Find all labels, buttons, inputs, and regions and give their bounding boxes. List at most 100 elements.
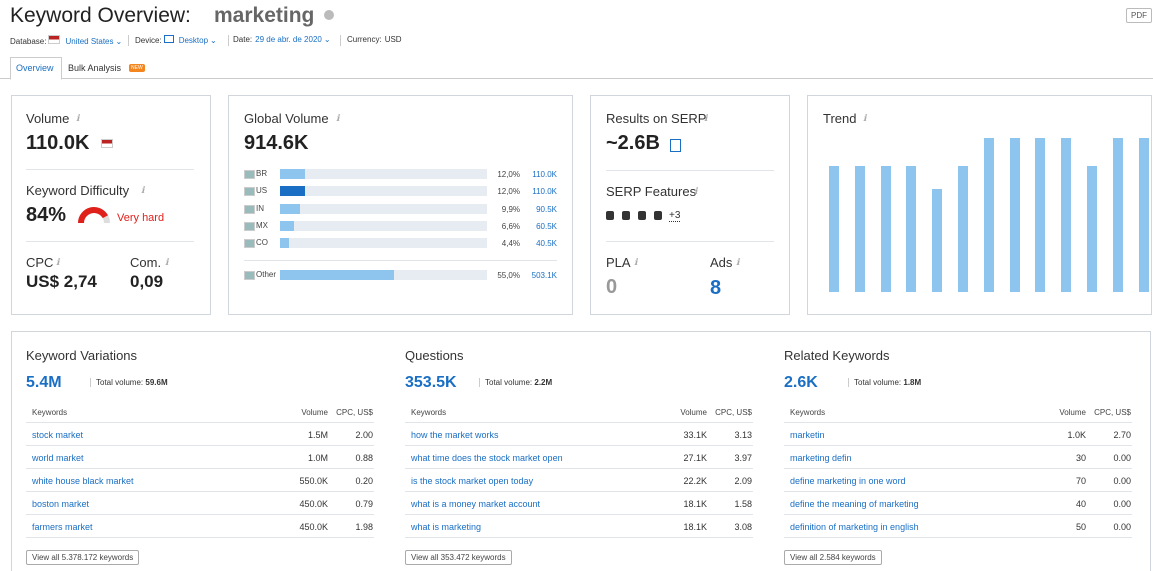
keyword-link[interactable]: what is marketing [411, 522, 482, 532]
keyword-link[interactable]: is the stock market open today [411, 476, 534, 486]
row-cpc: 3.97 [734, 453, 752, 463]
divider [128, 35, 129, 46]
info-icon: ℹ [704, 113, 708, 123]
difficulty-level: Very hard [117, 212, 165, 224]
keyword-link[interactable]: definition of marketing in english [790, 522, 919, 532]
col-head: Volume [1059, 408, 1086, 417]
row-volume: 22.2K [683, 476, 707, 486]
col-head: Keywords [411, 408, 447, 417]
bar-track [280, 169, 487, 179]
keyword-link[interactable]: white house black market [32, 476, 134, 486]
keyword-link[interactable]: what is a money market account [411, 499, 541, 509]
volume-label: Volume [26, 111, 70, 126]
info-icon: ℹ [736, 257, 740, 267]
keyword-link[interactable]: what time does the stock market open [411, 453, 563, 463]
keyword: marketing [214, 4, 315, 27]
col-head: CPC, US$ [715, 408, 752, 417]
features-more[interactable]: +3 [669, 210, 681, 222]
panel-count: 5.4M [26, 374, 62, 391]
flag [48, 35, 61, 44]
separator [26, 445, 374, 446]
keyword-link[interactable]: farmers market [32, 522, 93, 532]
separator [784, 514, 1132, 515]
separator [784, 537, 1132, 538]
filter[interactable]: Database: United States ⌄ [10, 35, 122, 46]
separator [26, 169, 194, 170]
trend-bar [1035, 138, 1046, 292]
share-label: 55,0% [497, 271, 520, 280]
col-head: Keywords [32, 408, 68, 417]
share-bar [280, 186, 305, 197]
share-label: 12,0% [497, 170, 520, 179]
country-code: IN [256, 203, 264, 213]
row-volume: 18.1K [683, 522, 707, 532]
total-volume: Total volume: 59.6M [90, 378, 168, 387]
flag [244, 170, 255, 179]
flag [244, 271, 255, 280]
com-value: 0,09 [130, 272, 164, 291]
filter[interactable]: Device: Desktop ⌄ [135, 35, 217, 45]
bar-track [280, 203, 487, 214]
trend-bar [1009, 138, 1020, 292]
tab-label[interactable]: Overview [16, 63, 54, 73]
total-label: Total volume: [485, 378, 533, 387]
keyword-link[interactable]: marketing defin [790, 453, 852, 463]
trend-bar [854, 165, 865, 292]
separator [26, 468, 374, 469]
trend-bar [983, 138, 994, 292]
country-volume: 40.5K [536, 239, 557, 249]
info-icon: ℹ [76, 113, 80, 123]
share-label: 9,9% [501, 204, 520, 214]
total-label: Total volume: [854, 378, 902, 387]
trend-bar [880, 165, 891, 292]
share-label: 6,6% [501, 221, 520, 231]
keyword-link[interactable]: stock market [32, 430, 84, 440]
feature-icon [606, 211, 614, 220]
keyword-link[interactable]: define marketing in one word [790, 476, 906, 486]
global-label: Global Volume [244, 111, 329, 126]
filter[interactable]: Date: 29 de abr. de 2020 ⌄ [233, 35, 331, 44]
col-head: CPC, US$ [336, 408, 373, 417]
view-all-button[interactable]: View all 2.584 keywords [784, 550, 882, 565]
row-volume: 18.1K [683, 499, 707, 509]
row-cpc: 1.98 [355, 522, 373, 532]
chevron: ⌄ [210, 36, 217, 45]
row-volume: 450.0K [299, 499, 328, 509]
row-cpc: 2.09 [734, 476, 752, 486]
filter-label: Date: [233, 35, 253, 44]
filter-value: USD [384, 35, 402, 44]
share-bar [280, 203, 301, 214]
tab-active[interactable] [10, 57, 62, 80]
chevron: ⌄ [323, 35, 331, 44]
page-title: Keyword Overview: [10, 4, 191, 27]
bar-track [280, 238, 487, 249]
pla-value: 0 [606, 276, 618, 298]
row-volume: 1.0M [307, 453, 328, 463]
view-all-button[interactable]: View all 5.378.172 keywords [26, 550, 140, 565]
difficulty-label: Keyword Difficulty [26, 183, 130, 198]
row-volume: 1.0K [1067, 430, 1086, 440]
serp-icon[interactable] [670, 139, 681, 152]
country-volume: 503.1K [531, 271, 557, 280]
panel-count: 353.5K [405, 374, 457, 391]
trend-bar [1061, 138, 1072, 292]
ads-value: 8 [710, 277, 722, 299]
keyword-link[interactable]: how the market works [411, 430, 499, 440]
tab-label[interactable]: Bulk Analysis [68, 63, 122, 73]
trend-bar [906, 165, 917, 292]
view-all-button[interactable]: View all 353.472 keywords [405, 550, 512, 565]
keyword-link[interactable]: define the meaning of marketing [790, 499, 919, 509]
trend-bar [1087, 165, 1097, 292]
row-cpc: 3.13 [734, 430, 752, 440]
keyword-link[interactable]: boston market [32, 499, 90, 509]
flag [244, 204, 255, 214]
keyword-link[interactable]: marketin [790, 430, 825, 440]
pdf-button[interactable]: PDF [1126, 8, 1152, 23]
separator [606, 170, 774, 171]
country-volume: 110.0K [532, 187, 557, 197]
country-code: CO [256, 238, 268, 248]
keyword-link[interactable]: world market [32, 453, 84, 463]
separator [606, 241, 774, 242]
col-head: Volume [301, 408, 328, 417]
row-volume: 550.0K [299, 476, 328, 486]
